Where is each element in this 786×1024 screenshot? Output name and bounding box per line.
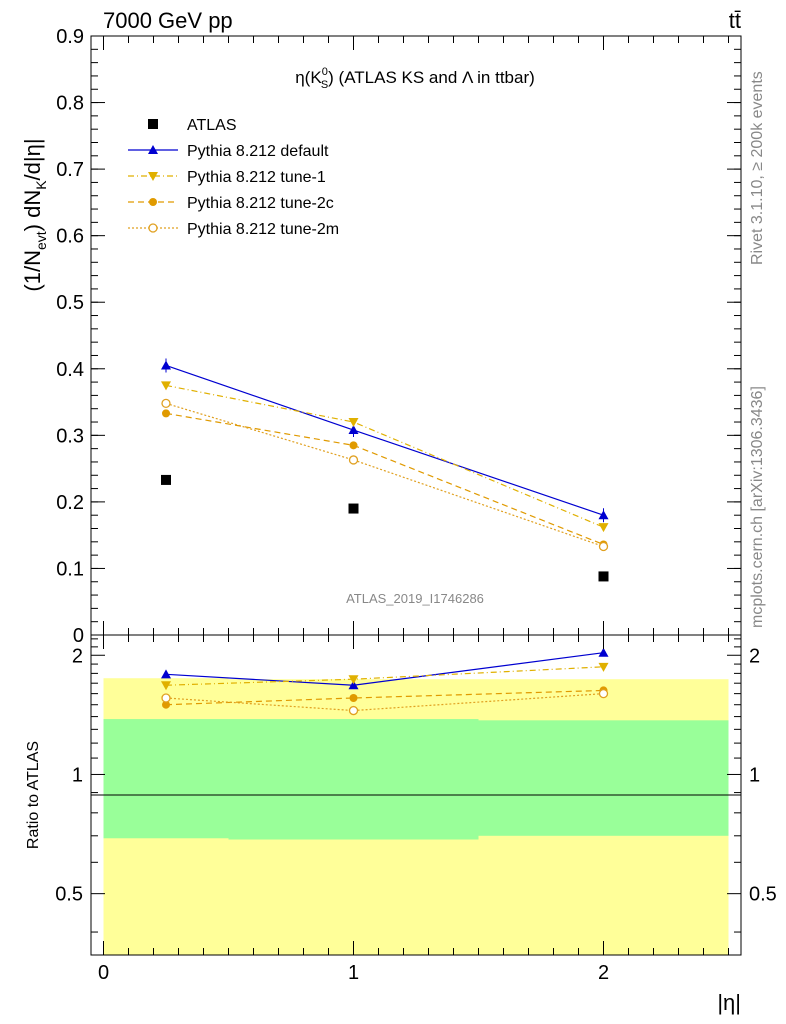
- series-2-point: [161, 381, 171, 391]
- ratio-series-layer: [161, 647, 609, 716]
- svg-text:(1/Nevt) dNK/d|η|: (1/Nevt) dNK/d|η|: [20, 138, 49, 291]
- series-2-point: [598, 523, 609, 533]
- series-1-point: [348, 425, 359, 435]
- mcplots-label: mcplots.cern.ch [arXiv:1306.3436]: [749, 386, 766, 628]
- ratio-y-label: Ratio to ATLAS: [25, 741, 42, 849]
- series-3-point: [349, 441, 358, 450]
- series-4-ratio-point: [348, 705, 359, 716]
- legend-entry-4-label: Pythia 8.212 tune-2m: [187, 221, 339, 238]
- legend: ATLAS Pythia 8.212 default Pythia 8.212 tu…: [128, 117, 339, 238]
- stat-uncertainty-band-0: [103, 719, 229, 839]
- series-2-ratio-point: [348, 675, 359, 685]
- legend-entry-4-marker: [148, 223, 158, 233]
- legend-entry-0-marker: [148, 119, 158, 129]
- y-tick-label: 0.8: [56, 93, 84, 115]
- legend-entry-2-label: Pythia 8.212 tune-1: [187, 169, 326, 186]
- ratio-uncertainty-bands: [103, 678, 729, 955]
- y-tick-label: 0.6: [56, 226, 84, 248]
- series-2-point: [348, 418, 359, 428]
- stat-uncertainty-band-1: [228, 719, 479, 840]
- legend-entry-2-marker: [148, 172, 158, 181]
- ratio-y-tick-label: 1: [72, 764, 83, 786]
- series-1-point: [161, 360, 171, 370]
- series-1-ratio-point: [161, 669, 171, 679]
- x-tick-label: 0: [98, 962, 109, 984]
- y-tick-label: 0.7: [56, 159, 84, 181]
- y-axis-label: (1/Nevt) dNK/d|η|: [20, 138, 49, 291]
- x-tick-label: 1: [348, 962, 359, 984]
- energy-label: 7000 GeV pp: [103, 8, 233, 33]
- legend-entry-0-label: ATLAS: [187, 117, 237, 134]
- series-0-point: [348, 503, 359, 514]
- series-4-ratio-point: [161, 693, 171, 703]
- series-3-ratio-line: [165, 689, 604, 706]
- x-axis-label: |η|: [717, 990, 741, 1015]
- series-2-line: [165, 384, 604, 528]
- ratio-y-tick-label-right: 1: [749, 764, 760, 786]
- axis-ticks: 0 0.1 0.2 0.3 0.4 0.5 0.6 0.7 0.8 0.9 0 1 2 0.5 0.5 1 1 2…: [55, 26, 777, 984]
- stat-uncertainty-band-2: [478, 720, 729, 836]
- series-3-ratio-point: [349, 693, 358, 702]
- x-tick-label: 2: [598, 962, 609, 984]
- series-4-point: [348, 455, 359, 465]
- ratio-y-tick-label: 0.5: [55, 884, 83, 906]
- legend-entry-1-marker: [148, 145, 158, 154]
- y-tick-label: 0.9: [56, 26, 84, 48]
- process-label: tt̄: [729, 8, 741, 33]
- ratio-y-tick-label-right: 0.5: [749, 884, 777, 906]
- y-tick-label: 0.4: [56, 359, 84, 381]
- series-1-line: [165, 364, 604, 516]
- y-tick-label: 0.5: [56, 292, 84, 314]
- series-1-ratio-point: [598, 647, 609, 657]
- plot-title: η(K0 S) (ATLAS KS and Λ in ttbar): [295, 66, 535, 91]
- y-tick-label: 0.3: [56, 425, 84, 447]
- y-tick-label: 0.1: [56, 558, 84, 580]
- legend-entry-1-label: Pythia 8.212 default: [187, 143, 329, 160]
- ratio-y-tick-label: 2: [72, 645, 83, 667]
- series-3-line: [165, 412, 604, 546]
- analysis-id: ATLAS_2019_I1746286: [346, 591, 484, 606]
- series-1-point: [598, 510, 609, 520]
- series-3-point: [162, 409, 170, 418]
- main-series-layer: [161, 358, 609, 582]
- ratio-y-tick-label-right: 2: [749, 645, 760, 667]
- rivet-label: Rivet 3.1.10, ≥ 200k events: [749, 71, 766, 265]
- ratio-panel-frame: [90, 634, 742, 956]
- series-2-ratio-point: [161, 681, 171, 691]
- series-4-line: [165, 402, 604, 548]
- legend-entry-3-marker: [149, 198, 157, 206]
- series-2-ratio-point: [598, 662, 609, 672]
- series-0-point: [598, 571, 609, 582]
- y-tick-label: 0: [73, 625, 84, 647]
- y-tick-label: 0.2: [56, 492, 84, 514]
- series-0-point: [161, 474, 171, 485]
- series-1-ratio-point: [348, 680, 359, 690]
- series-3-ratio-point: [162, 700, 170, 709]
- series-4-ratio-point: [598, 688, 609, 699]
- series-4-point: [598, 541, 609, 552]
- legend-entry-3-label: Pythia 8.212 tune-2c: [187, 195, 334, 212]
- series-4-point: [161, 398, 171, 409]
